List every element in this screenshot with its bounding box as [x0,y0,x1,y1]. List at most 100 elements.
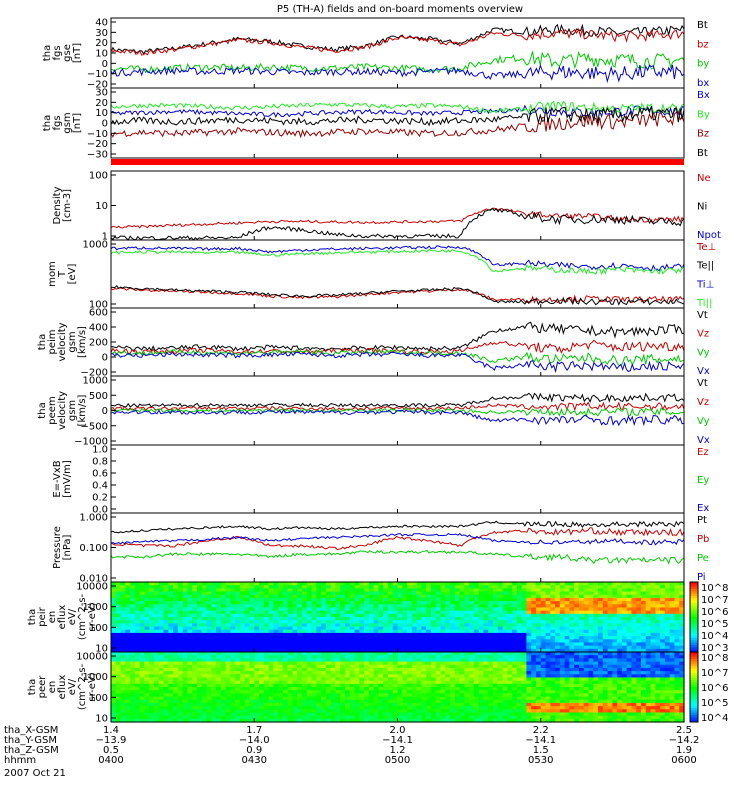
spectrogram-cell [206,639,212,644]
spectrogram-cell [335,648,341,653]
spectrogram-cell [130,674,136,679]
spectrogram-cell [535,617,542,621]
spectrogram-cell [225,639,231,644]
spectrogram-cell [149,623,155,628]
spectrogram-cell [569,588,575,593]
spectrogram-cell [493,696,499,701]
spectrogram-cell [540,620,547,624]
spectrogram-cell [493,594,499,599]
spectrogram-cell [235,715,241,720]
spectrogram-cell [612,623,618,628]
colorbar-cell [690,596,698,599]
spectrogram-cell [359,607,365,612]
spectrogram-cell [497,680,504,685]
spectrogram-cell [316,632,322,637]
spectrogram-cell [192,610,198,615]
spectrogram-cell [559,623,566,628]
spectrogram-cell [144,629,150,634]
spectrogram-cell [526,620,532,624]
spectrogram-cell [144,696,150,701]
spectrogram-cell [278,645,284,650]
spectrogram-cell [621,629,628,634]
spectrogram-cell [335,718,341,723]
spectrogram-cell [464,585,470,589]
spectrogram-cell [111,667,117,672]
spectrogram-cell [421,588,427,593]
spectrogram-cell [516,693,523,698]
spectrogram-cell [125,712,131,717]
spectrogram-cell [220,597,227,602]
spectrogram-cell [488,655,494,659]
spectrogram-cell [488,683,494,688]
spectrogram-cell [196,597,203,602]
series-line-Pe [110,550,685,565]
spectrogram-cell [230,690,236,694]
spectrogram-cell [192,597,198,602]
spectrogram-cell [583,591,590,596]
spectrogram-cell [564,601,571,605]
spectrogram-cell [225,664,231,669]
spectrogram-cell [387,585,394,589]
spectrogram-cell [244,601,251,605]
spectrogram-cell [512,632,518,637]
spectrogram-cell [196,588,203,593]
spectrogram-cell [488,642,494,647]
spectrogram-cell [674,648,680,653]
spectrogram-cell [426,655,432,659]
spectrogram-cell [445,702,451,707]
spectrogram-cell [516,620,523,624]
spectrogram-cell [163,642,169,647]
spectrogram-cell [411,693,418,698]
spectrogram-cell [473,652,480,656]
spectrogram-cell [182,607,189,612]
spectrogram-cell [263,588,270,593]
spectrogram-cell [134,582,141,586]
spectrogram-cell [368,610,375,615]
spectrogram-cell [679,585,685,589]
panel-peir_spec: 10^810^710^610^510^410^310000100010010th… [27,581,728,655]
spectrogram-cell [316,652,322,656]
spectrogram-cell [364,712,370,717]
spectrogram-cell [473,680,480,685]
spectrogram-cell [641,594,647,599]
spectrogram-cell [177,620,184,624]
spectrogram-cell [483,661,489,666]
spectrogram-cell [445,683,451,688]
spectrogram-cell [120,585,126,589]
spectrogram-cell [387,636,394,640]
spectrogram-cell [607,613,613,618]
spectrogram-cell [340,645,346,650]
spectrogram-cell [636,648,642,653]
spectrogram-cell [612,610,618,615]
spectrogram-cell [636,613,642,618]
spectrogram-cell [526,610,532,615]
spectrogram-cell [626,594,633,599]
spectrogram-cell [306,582,313,586]
spectrogram-cell [182,655,189,659]
spectrogram-cell [282,607,289,612]
spectrogram-cell [192,664,198,669]
spectrogram-cell [335,671,341,675]
spectrogram-cell [531,642,537,647]
spectrogram-cell [325,715,332,720]
spectrogram-cell [211,610,217,615]
spectrogram-cell [469,683,475,688]
spectrogram-cell [469,648,475,653]
spectrogram-cell [321,677,327,682]
spectrogram-cell [607,642,613,647]
spectrogram-cell [545,715,551,720]
spectrogram-cell [321,652,327,656]
spectrogram-cell [397,658,403,663]
spectrogram-cell [344,610,351,615]
spectrogram-cell [292,629,298,634]
spectrogram-cell [325,648,332,653]
spectrogram-cell [621,632,628,637]
spectrogram-cell [454,623,461,628]
spectrogram-cell [349,623,356,628]
spectrogram-cell [111,597,117,602]
spectrogram-cell [368,658,375,663]
spectrogram-cell [531,636,537,640]
spectrogram-cell [502,604,508,609]
spectrogram-cell [111,652,117,656]
spectrogram-cell [115,588,122,593]
